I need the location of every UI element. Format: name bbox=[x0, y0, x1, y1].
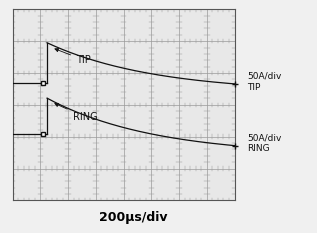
Text: 50A/div
TIP: 50A/div TIP bbox=[247, 72, 281, 92]
Text: RING: RING bbox=[55, 103, 97, 122]
Text: 200μs/div: 200μs/div bbox=[99, 211, 167, 224]
Text: 50A/div
RING: 50A/div RING bbox=[247, 133, 281, 153]
Text: TIP: TIP bbox=[55, 48, 91, 65]
